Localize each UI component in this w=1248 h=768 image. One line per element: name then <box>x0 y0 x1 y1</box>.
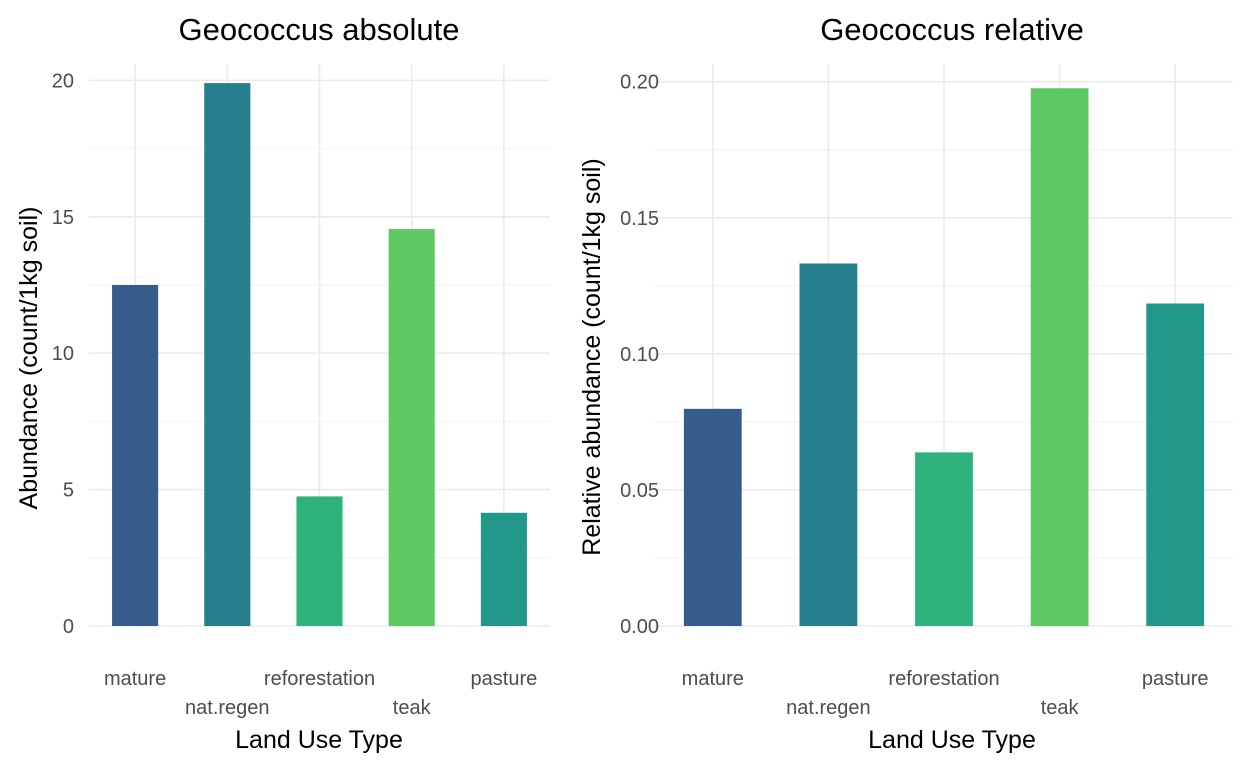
x-tick-label: teak <box>393 697 432 719</box>
bar-pasture <box>1146 303 1205 626</box>
bar-teak <box>1030 88 1089 626</box>
x-tick-label: nat.regen <box>786 697 871 719</box>
bar-nat-regen <box>799 263 858 626</box>
chart-panel-absolute: Geococcus absolute 0 5 10 15 20 mature nat.re… <box>15 12 550 754</box>
chart-panel-relative: Geococcus relative 0.000.050.100.150.20 … <box>578 12 1233 754</box>
y-axis-label: Relative abundance (count/1kg soil) <box>578 158 606 555</box>
y-tick-label: 20 <box>52 70 74 92</box>
x-axis-label: Land Use Type <box>868 726 1036 754</box>
y-tick-label: 0.05 <box>620 480 659 502</box>
x-tick-label: teak <box>1041 697 1080 719</box>
x-tick-labels: mature nat.regen reforestation teak pasture <box>104 668 537 719</box>
bar-reforestation <box>915 452 973 626</box>
bar-teak <box>388 229 435 626</box>
chart-title: Geococcus absolute <box>179 12 460 47</box>
y-tick-label: 0.00 <box>620 616 659 638</box>
bars <box>683 88 1205 626</box>
bar-nat-regen <box>204 83 251 626</box>
y-tick-label: 0.20 <box>620 72 659 94</box>
y-axis-label: Abundance (count/1kg soil) <box>15 207 43 510</box>
bar-pasture <box>480 512 527 626</box>
x-tick-label: pasture <box>1142 668 1209 690</box>
y-tick-label: 0.10 <box>620 344 659 366</box>
x-tick-label: reforestation <box>888 668 999 690</box>
bars <box>112 83 527 626</box>
y-tick-label: 15 <box>52 207 74 229</box>
x-axis-label: Land Use Type <box>235 726 403 754</box>
y-tick-labels: 0.00 0.05 0.10 0.15 0.20 <box>620 72 659 638</box>
x-tick-label: pasture <box>471 668 538 690</box>
bar-mature <box>683 408 742 626</box>
chart-title: Geococcus relative <box>820 12 1084 47</box>
x-tick-label: reforestation <box>264 668 375 690</box>
x-tick-labels: mature nat.regen reforestation teak pasture <box>682 668 1209 719</box>
x-tick-label: mature <box>104 668 166 690</box>
y-tick-labels: 0 5 10 15 20 <box>52 70 74 638</box>
y-tick-label: 10 <box>52 343 74 365</box>
bar-reforestation <box>296 496 343 626</box>
bar-mature <box>112 284 159 626</box>
x-tick-label: mature <box>682 668 744 690</box>
y-tick-label: 0.15 <box>620 208 659 230</box>
x-tick-label: nat.regen <box>185 697 270 719</box>
y-tick-label: 5 <box>63 480 74 502</box>
y-tick-label: 0 <box>63 616 74 638</box>
